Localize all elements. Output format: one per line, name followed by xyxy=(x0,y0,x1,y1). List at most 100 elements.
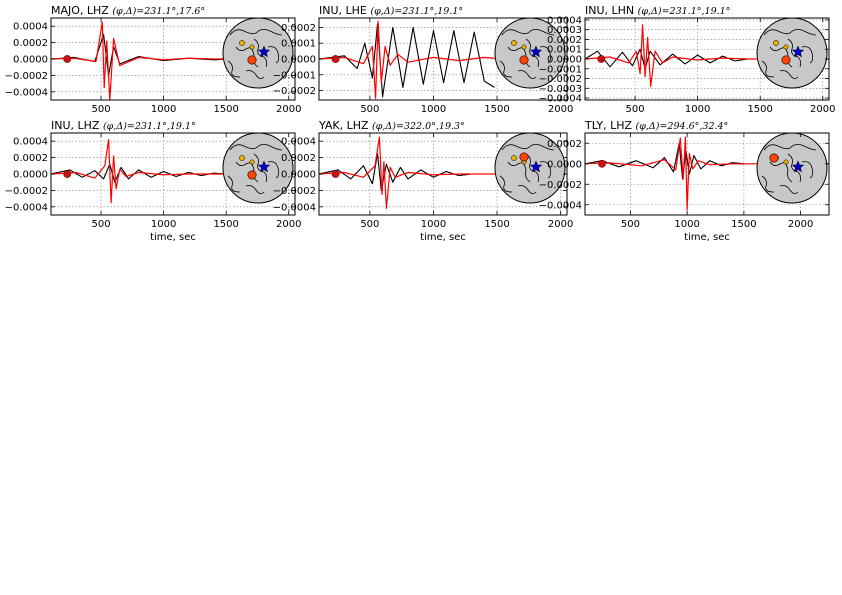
x-tick-label: 1500 xyxy=(747,104,772,115)
panel-title-params: (φ,Δ)=231.1°,17.6° xyxy=(112,6,205,17)
y-tick-label: 0.0004 xyxy=(281,137,316,148)
event-star xyxy=(257,160,271,173)
y-tick-label: −0.0003 xyxy=(539,84,582,95)
arrival-marker xyxy=(63,55,72,63)
coastline xyxy=(525,38,540,68)
x-tick-label: 2000 xyxy=(810,104,835,115)
y-tick-label: −0.0002 xyxy=(539,74,582,85)
coastline xyxy=(245,185,265,194)
arrival-marker xyxy=(63,170,72,178)
y-tick-label: 0.0004 xyxy=(13,22,48,33)
y-tick-label: 0.0002 xyxy=(281,23,316,34)
y-tick-label: −0.0004 xyxy=(539,200,582,211)
panel-title: INU, LHZ (φ,Δ)=231.1°,19.1° xyxy=(51,119,196,132)
coastline xyxy=(229,29,283,36)
coastline xyxy=(245,70,265,79)
coastline xyxy=(787,153,802,183)
event-star xyxy=(529,160,543,173)
x-tick-label: 1500 xyxy=(213,104,238,115)
y-tick-label: 0.0000 xyxy=(281,170,316,181)
station-marker-secondary xyxy=(239,40,245,46)
y-tick-label: −0.0004 xyxy=(273,202,316,213)
globe-inset xyxy=(222,133,294,204)
series-synthetic xyxy=(51,139,295,204)
station-marker-secondary xyxy=(511,40,517,46)
y-tick-label: −0.0001 xyxy=(539,64,582,75)
panel-title: YAK, LHZ (φ,Δ)=322.0°,19.3° xyxy=(318,119,465,132)
event-star xyxy=(791,45,805,58)
panel-title-params: (φ,Δ)=322.0°,19.3° xyxy=(372,121,465,132)
panel-title-params: (φ,Δ)=294.6°,32.4° xyxy=(636,121,729,132)
y-tick-label: −0.0002 xyxy=(273,86,316,97)
station-marker-secondary xyxy=(249,44,255,50)
panel-title-station: INU, LHZ xyxy=(51,119,103,132)
station-marker-secondary xyxy=(521,44,527,50)
coastline xyxy=(499,175,513,193)
x-tick-label: 500 xyxy=(360,219,379,230)
panel-title-params: (φ,Δ)=231.1°,19.1° xyxy=(370,6,463,17)
y-tick-label: −0.0002 xyxy=(5,186,48,197)
x-tick-label: 500 xyxy=(621,219,640,230)
x-tick-label: 1000 xyxy=(151,219,176,230)
y-tick-label: −0.0002 xyxy=(539,180,582,191)
y-tick-label: −0.0001 xyxy=(273,70,316,81)
y-tick-label: −0.0002 xyxy=(273,186,316,197)
x-tick-label: 1000 xyxy=(685,104,710,115)
panel-3: 500 1000 1500 2000 0.00040.00030.00020.00010… xyxy=(539,4,836,115)
coastline xyxy=(801,46,814,64)
x-tick-label: 1000 xyxy=(421,104,446,115)
plot-contents xyxy=(51,133,295,215)
x-tick-label: 500 xyxy=(360,104,379,115)
station-marker xyxy=(519,55,529,65)
panel-title: MAJO, LHZ (φ,Δ)=231.1°,17.6° xyxy=(51,4,205,17)
coastline xyxy=(779,185,799,194)
panel-title: TLY, LHZ (φ,Δ)=294.6°,32.4° xyxy=(584,119,728,132)
y-tick-label: 0.0002 xyxy=(547,35,582,46)
x-tick-label: 2000 xyxy=(276,104,301,115)
coastline xyxy=(517,70,537,79)
y-tick-label: 0.0000 xyxy=(547,55,582,66)
event-star xyxy=(257,45,271,58)
globe-inset xyxy=(756,18,828,89)
arrival-marker xyxy=(331,170,340,178)
coastline xyxy=(253,38,268,68)
coastline xyxy=(761,60,775,78)
panel-title-station: TLY, LHZ xyxy=(584,119,636,132)
plot-contents xyxy=(319,133,567,215)
panel-title-station: YAK, LHZ xyxy=(318,119,372,132)
station-marker xyxy=(247,55,257,65)
x-tick-label: 1000 xyxy=(674,219,699,230)
y-tick-label: 0.0000 xyxy=(547,159,582,170)
series-synthetic xyxy=(319,20,567,100)
y-tick-label: 0.0000 xyxy=(13,170,48,181)
coastline xyxy=(763,29,817,36)
x-tick-label: 2000 xyxy=(788,219,813,230)
x-tick-label: 500 xyxy=(626,104,645,115)
station-marker xyxy=(769,153,779,163)
coastline xyxy=(267,46,280,64)
station-marker-secondary xyxy=(783,159,789,165)
station-marker-secondary xyxy=(249,159,255,165)
station-marker xyxy=(519,152,529,162)
panel-title-station: MAJO, LHZ xyxy=(51,4,112,17)
x-axis-label: time, sec xyxy=(420,232,466,243)
panel-title-params: (φ,Δ)=231.1°,19.1° xyxy=(103,121,196,132)
panel-title: INU, LHE (φ,Δ)=231.1°,19.1° xyxy=(319,4,463,17)
coastline xyxy=(229,144,283,151)
arrival-marker xyxy=(598,159,606,168)
y-tick-label: 0.0002 xyxy=(13,153,48,164)
y-tick-label: −0.0004 xyxy=(539,94,582,105)
panel-title-params: (φ,Δ)=231.1°,19.1° xyxy=(638,6,731,17)
series-synthetic xyxy=(585,136,829,211)
station-marker-secondary xyxy=(239,155,245,161)
globe-inset xyxy=(756,133,828,204)
x-tick-label: 1500 xyxy=(484,104,509,115)
coastline xyxy=(517,185,537,194)
y-tick-label: −0.0004 xyxy=(5,202,48,213)
panel-5: 500 1000 1500 2000 0.0004 0.0002 0.0000 −0.0002… xyxy=(273,119,574,243)
coastline xyxy=(801,161,814,179)
plot-frame xyxy=(584,132,830,216)
x-tick-label: 1000 xyxy=(151,104,176,115)
station-marker-secondary xyxy=(783,44,789,50)
